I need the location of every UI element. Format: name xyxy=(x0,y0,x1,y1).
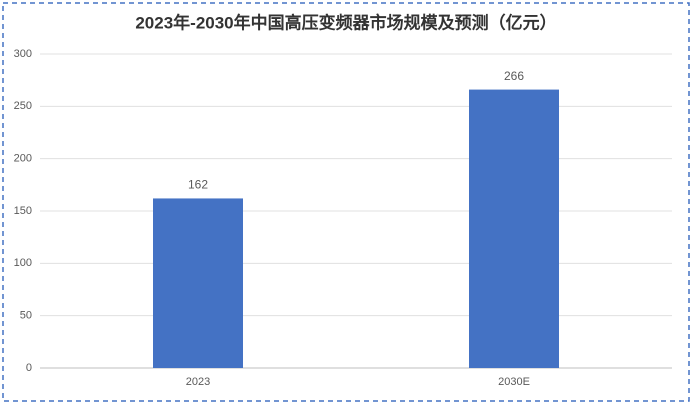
data-label: 266 xyxy=(504,69,524,83)
chart-title: 2023年-2030年中国高压变频器市场规模及预测（亿元） xyxy=(135,12,556,32)
bar xyxy=(469,89,559,368)
data-label: 162 xyxy=(188,178,208,192)
x-tick-label: 2023 xyxy=(186,376,210,388)
y-tick-label: 150 xyxy=(14,205,32,217)
chart-border xyxy=(2,2,690,402)
bar xyxy=(153,198,243,368)
y-tick-label: 0 xyxy=(26,362,32,374)
y-tick-label: 250 xyxy=(14,100,32,112)
y-tick-label: 50 xyxy=(20,310,32,322)
y-tick-label: 300 xyxy=(14,48,32,60)
y-tick-label: 100 xyxy=(14,257,32,269)
x-tick-label: 2030E xyxy=(498,376,530,388)
y-tick-label: 200 xyxy=(14,153,32,165)
